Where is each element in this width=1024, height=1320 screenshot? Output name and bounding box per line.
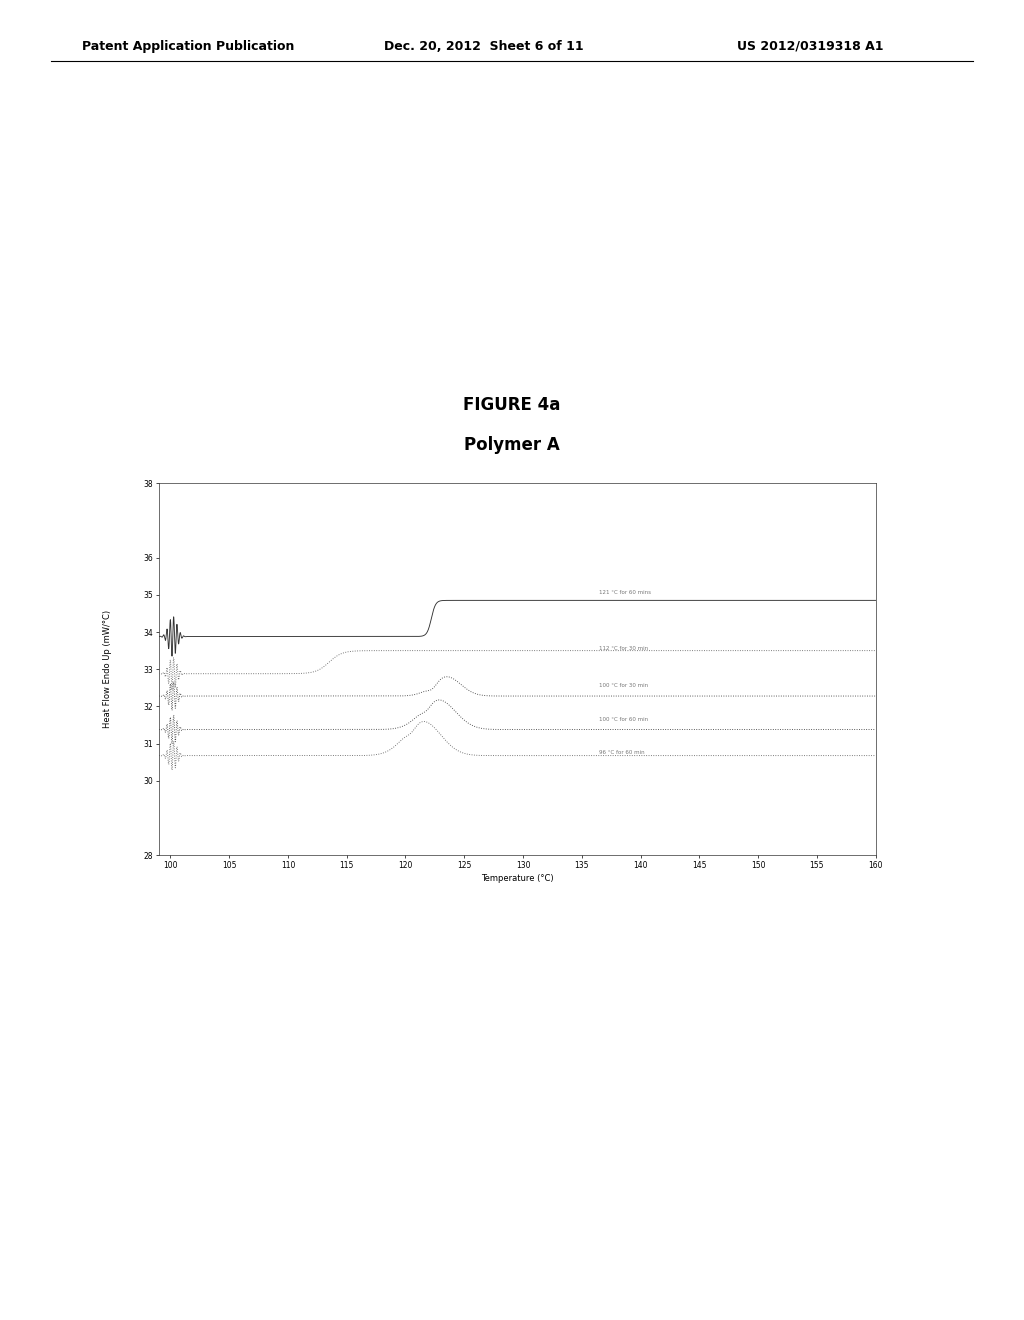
Text: Polymer A: Polymer A bbox=[464, 436, 560, 454]
Y-axis label: Heat Flow Endo Up (mW/°C): Heat Flow Endo Up (mW/°C) bbox=[103, 610, 113, 729]
Text: 121 °C for 60 mins: 121 °C for 60 mins bbox=[599, 590, 651, 595]
Text: 100 °C for 30 min: 100 °C for 30 min bbox=[599, 684, 648, 689]
Text: 112 °C for 30 min: 112 °C for 30 min bbox=[599, 647, 648, 651]
Text: 96 °C for 60 min: 96 °C for 60 min bbox=[599, 751, 645, 755]
Text: Patent Application Publication: Patent Application Publication bbox=[82, 40, 294, 53]
Text: FIGURE 4a: FIGURE 4a bbox=[463, 396, 561, 414]
X-axis label: Temperature (°C): Temperature (°C) bbox=[481, 874, 553, 883]
Text: Dec. 20, 2012  Sheet 6 of 11: Dec. 20, 2012 Sheet 6 of 11 bbox=[384, 40, 584, 53]
Text: US 2012/0319318 A1: US 2012/0319318 A1 bbox=[737, 40, 884, 53]
Text: 100 °C for 60 min: 100 °C for 60 min bbox=[599, 717, 648, 722]
